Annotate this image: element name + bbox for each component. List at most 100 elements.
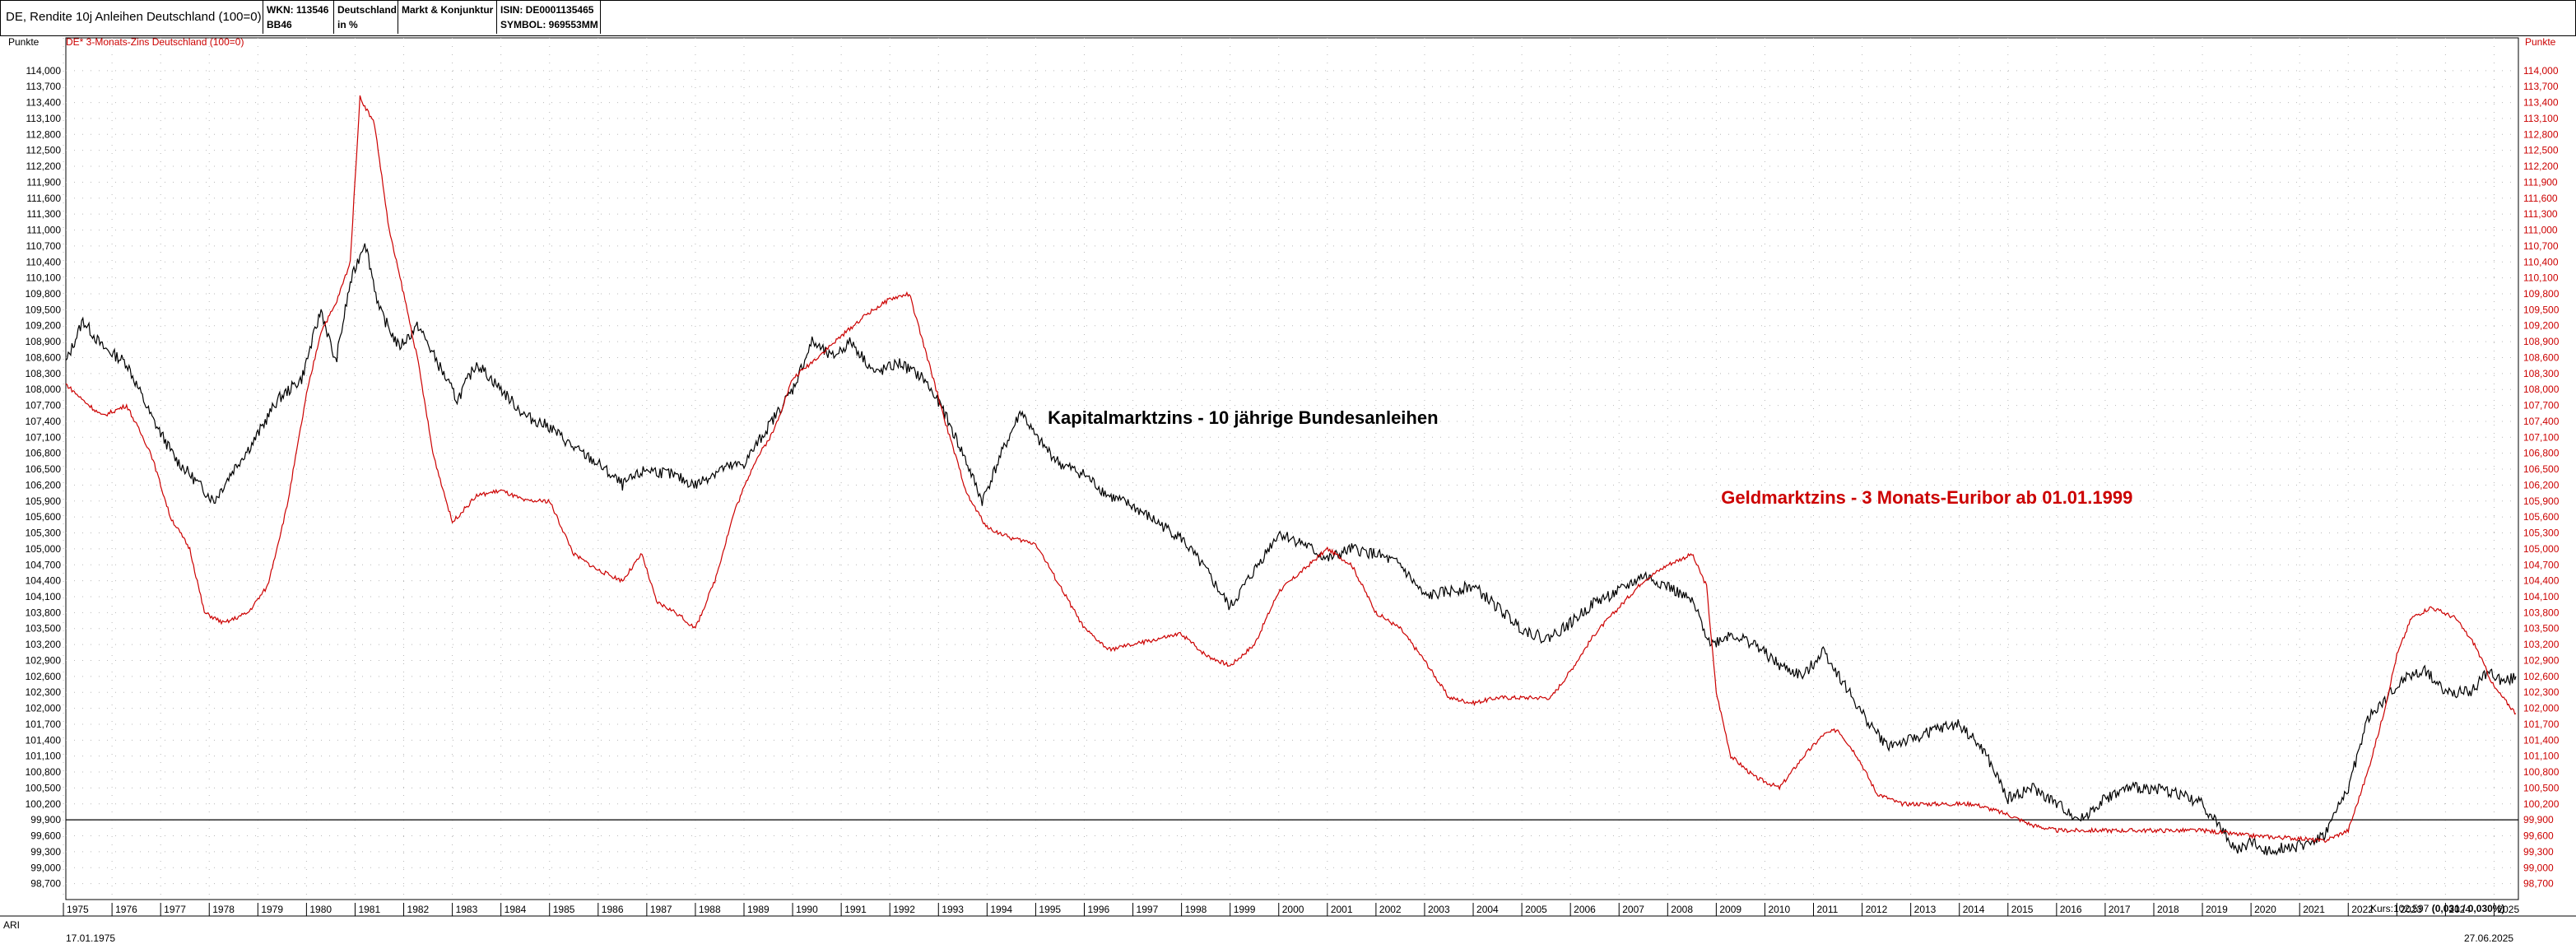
y-tick-label-right: 99,300 xyxy=(2523,846,2554,858)
y-tick-label-right: 101,700 xyxy=(2523,718,2560,730)
y-tick-label-right: 98,700 xyxy=(2523,878,2554,890)
y-tick-label-left: 112,800 xyxy=(26,128,62,140)
y-tick-label-left: 109,800 xyxy=(26,288,62,300)
x-tick-label: 1998 xyxy=(1185,904,1207,915)
category-label: Markt & Konjunktur xyxy=(402,4,494,16)
y-tick-label-left: 101,400 xyxy=(26,734,62,746)
y-tick-label-left: 101,100 xyxy=(26,751,62,762)
y-tick-label-right: 100,200 xyxy=(2523,798,2560,810)
legend-euribor: DE* 3-Monats-Zins Deutschland (100=0) xyxy=(66,36,244,48)
y-tick-label-left: 99,000 xyxy=(30,862,61,873)
y-tick-label-left: 103,800 xyxy=(26,607,62,618)
x-tick-label: 2007 xyxy=(1622,904,1644,915)
start-date: 17.01.1975 xyxy=(66,932,116,944)
country-cell: Deutschland in % xyxy=(333,1,398,34)
y-tick-label-left: 106,500 xyxy=(26,463,62,475)
y-tick-label-right: 107,400 xyxy=(2523,416,2560,427)
y-tick-label-left: 105,600 xyxy=(26,511,62,523)
y-tick-label-left: 113,700 xyxy=(26,81,62,92)
y-tick-label-right: 104,100 xyxy=(2523,591,2560,602)
x-tick-label: 1991 xyxy=(844,904,867,915)
x-tick-label: 1983 xyxy=(456,904,478,915)
x-tick-label: 2009 xyxy=(1719,904,1741,915)
x-tick-label: 2012 xyxy=(1866,904,1888,915)
series-line-euribor xyxy=(65,95,2517,844)
x-tick-label: 1994 xyxy=(990,904,1012,915)
y-tick-label-right: 108,900 xyxy=(2523,336,2560,347)
y-tick-label-right: 113,400 xyxy=(2523,97,2559,109)
x-tick-label: 1984 xyxy=(505,904,527,915)
y-tick-label-right: 114,000 xyxy=(2523,65,2559,77)
x-tick-label: 2003 xyxy=(1428,904,1450,915)
x-tick-label: 1995 xyxy=(1039,904,1061,915)
left-axis-unit: Punkte xyxy=(8,36,40,48)
series-code: ARI xyxy=(3,919,21,931)
y-tick-label-left: 107,700 xyxy=(26,400,62,412)
symbol-label: SYMBOL: 969553MM xyxy=(500,19,598,30)
bb-label: BB46 xyxy=(267,19,292,30)
wkn-label: WKN: 113546 xyxy=(267,4,329,16)
y-tick-label-left: 104,400 xyxy=(26,575,62,587)
x-tick-label: 1985 xyxy=(553,904,575,915)
y-tick-label-right: 110,100 xyxy=(2523,272,2559,284)
y-tick-label-right: 111,000 xyxy=(2523,225,2558,236)
x-tick-label: 1986 xyxy=(602,904,624,915)
y-tick-label-right: 101,400 xyxy=(2523,734,2560,746)
y-tick-label-right: 111,900 xyxy=(2523,176,2558,188)
x-tick-label: 2014 xyxy=(1963,904,1985,915)
y-tick-label-left: 105,300 xyxy=(26,528,62,539)
y-tick-label-left: 100,800 xyxy=(26,766,62,778)
annotation-geldmarktzins: Geldmarktzins - 3 Monats-Euribor ab 01.0… xyxy=(1721,487,2132,508)
chart-header: DE, Rendite 10j Anleihen Deutschland (10… xyxy=(0,0,2576,36)
x-tick-label: 1999 xyxy=(1234,904,1256,915)
y-tick-label-right: 107,100 xyxy=(2523,431,2560,443)
x-tick-label: 2017 xyxy=(2109,904,2131,915)
y-tick-label-left: 106,800 xyxy=(26,448,62,459)
y-tick-label-left: 102,900 xyxy=(26,654,62,666)
y-tick-label-left: 108,000 xyxy=(26,384,62,395)
x-tick-label: 2006 xyxy=(1574,904,1596,915)
x-tick-label: 1990 xyxy=(796,904,818,915)
y-tick-label-right: 112,200 xyxy=(2523,160,2559,172)
y-tick-label-left: 110,700 xyxy=(26,240,62,252)
y-tick-label-left: 103,500 xyxy=(26,623,62,635)
y-tick-label-right: 100,500 xyxy=(2523,782,2560,793)
y-tick-label-right: 105,300 xyxy=(2523,528,2560,539)
y-tick-label-right: 106,500 xyxy=(2523,463,2560,475)
y-tick-label-right: 109,800 xyxy=(2523,288,2560,300)
x-tick-label: 1975 xyxy=(67,904,89,915)
y-tick-label-right: 102,000 xyxy=(2523,703,2560,714)
y-tick-label-right: 108,000 xyxy=(2523,384,2560,395)
kurs-label: Kurs:102,597 xyxy=(2370,903,2430,914)
x-tick-label: 1976 xyxy=(115,904,137,915)
y-tick-label-right: 102,600 xyxy=(2523,671,2560,682)
y-tick-label-left: 101,700 xyxy=(26,718,62,730)
y-tick-label-right: 111,600 xyxy=(2523,193,2558,204)
y-tick-label-right: 99,600 xyxy=(2523,830,2554,842)
y-tick-label-left: 112,500 xyxy=(26,145,62,156)
y-tick-label-left: 111,900 xyxy=(26,176,61,188)
x-tick-label: 2018 xyxy=(2157,904,2179,915)
x-tick-label: 2013 xyxy=(1914,904,1937,915)
y-tick-label-left: 107,400 xyxy=(26,416,62,427)
y-tick-label-left: 109,500 xyxy=(26,304,62,315)
y-tick-label-right: 112,500 xyxy=(2523,145,2559,156)
x-tick-label: 1977 xyxy=(164,904,186,915)
y-tick-label-right: 107,700 xyxy=(2523,400,2560,412)
y-tick-label-right: 110,700 xyxy=(2523,240,2559,252)
y-tick-label-right: 103,800 xyxy=(2523,607,2560,618)
x-tick-label: 2010 xyxy=(1768,904,1790,915)
y-tick-label-left: 109,200 xyxy=(26,320,62,332)
x-tick-label: 1989 xyxy=(747,904,770,915)
y-tick-label-right: 105,600 xyxy=(2523,511,2560,523)
chart-title: DE, Rendite 10j Anleihen Deutschland (10… xyxy=(6,10,262,24)
y-tick-label-left: 99,600 xyxy=(30,830,61,842)
x-tick-label: 1981 xyxy=(358,904,380,915)
x-tick-label: 2019 xyxy=(2206,904,2228,915)
x-tick-label: 2015 xyxy=(2011,904,2034,915)
right-axis-unit: Punkte xyxy=(2525,36,2556,48)
y-tick-label-right: 100,800 xyxy=(2523,766,2560,778)
y-tick-label-left: 104,700 xyxy=(26,559,62,570)
y-tick-label-right: 108,300 xyxy=(2523,368,2560,379)
y-tick-label-left: 107,100 xyxy=(26,431,62,443)
